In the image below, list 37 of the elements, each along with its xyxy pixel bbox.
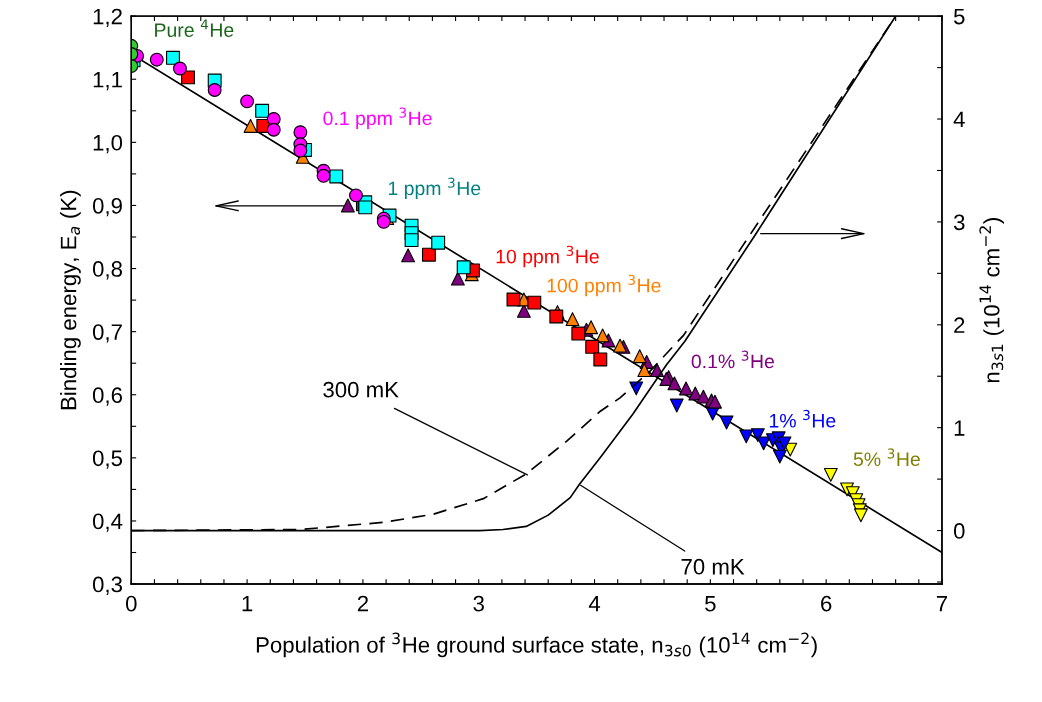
y-tick-label: 0,4	[92, 513, 123, 532]
y2-tick-label: 0	[953, 523, 965, 539]
annotation: 300 mK	[323, 381, 399, 398]
x-tick-label: 1	[242, 595, 253, 612]
x-tick-label: 6	[821, 595, 832, 612]
series-label: 0.1% $^{3}$He	[691, 350, 774, 369]
y2-tick-label: 1	[954, 420, 965, 436]
legend-label: Pure $^{4}$He	[155, 19, 234, 37]
y-tick-label: 0,3	[92, 576, 122, 595]
x-tick-label: 4	[588, 595, 601, 612]
text: Population of $^{3}$He ground surface state, n$_{3s0}$ (10$^{14}$ cm$^{−2}$)	[256, 632, 817, 658]
x-tick-label: 0	[125, 595, 137, 612]
y-tick-label: 0,7	[92, 324, 122, 343]
y2-tick-label: 4	[953, 111, 965, 128]
series-label: 100 ppm $^{3}$He	[547, 274, 661, 297]
x-tick-label: 3	[473, 595, 484, 612]
series-label: 0.1 ppm $^{3}$He	[323, 107, 432, 130]
series-label: 1 ppm $^{3}$He	[388, 177, 481, 200]
y-tick-label: 1,1	[93, 72, 122, 91]
y-tick-label: 1,2	[93, 8, 122, 28]
y-axis-title: Binding energy, E$_{a}$ (K)	[60, 190, 81, 410]
series-label: 1% $^{3}$He	[769, 409, 836, 428]
y-tick-label: 0,8	[92, 261, 122, 280]
y-tick-label: 0,9	[92, 197, 122, 217]
y-tick-label: 1,0	[93, 134, 123, 154]
series-label: 5% $^{3}$He	[853, 448, 920, 467]
y2-axis-title: n$_{3s1}$ (10$^{14}$ cm$^{−2}$)	[979, 218, 1004, 383]
y2-tick-label: 3	[953, 214, 965, 231]
x-tick-label: 5	[705, 595, 716, 612]
x-tick-label: 7	[936, 595, 948, 612]
series-label: 10 ppm $^{3}$He	[496, 245, 599, 268]
x-tick-label: 2	[357, 595, 368, 612]
y2-tick-label: 5	[953, 8, 965, 25]
y-tick-label: 0,5	[92, 450, 123, 469]
y2-tick-label: 2	[954, 317, 965, 333]
y-tick-label: 0,6	[92, 387, 122, 406]
annotation: 70 mK	[681, 558, 745, 575]
